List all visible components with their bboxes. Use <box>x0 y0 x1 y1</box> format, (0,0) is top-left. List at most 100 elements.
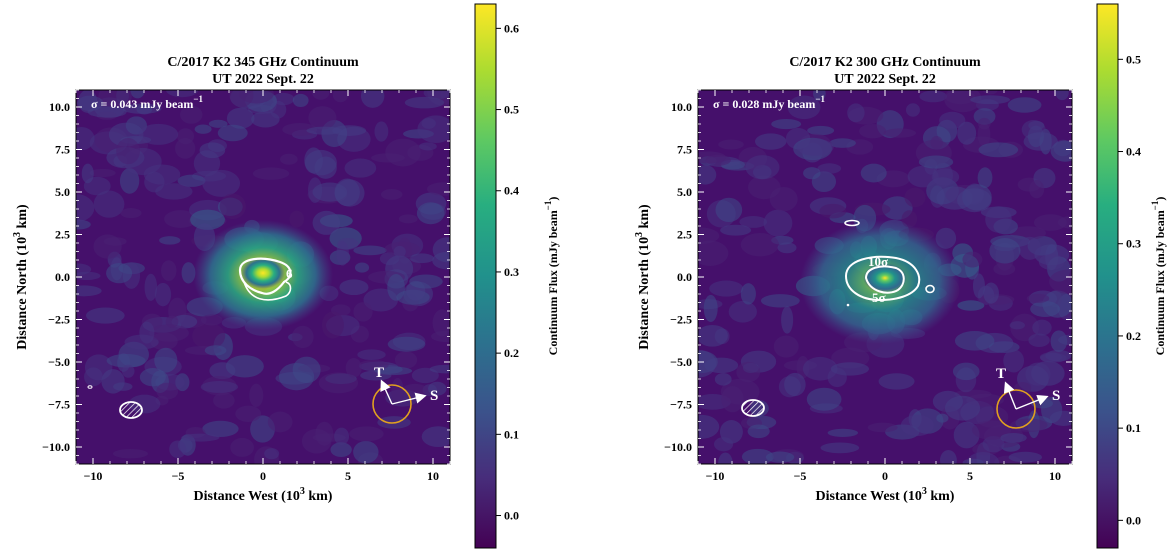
noise-blob <box>229 90 254 108</box>
noise-blob <box>1050 140 1072 162</box>
pixel-scale-circle <box>372 384 412 424</box>
noise-blob <box>292 356 321 384</box>
noise-blob <box>202 169 241 197</box>
noise-blob <box>76 95 104 111</box>
noise-blob <box>878 373 915 390</box>
noise-blob <box>703 294 718 323</box>
y-tick-label: 7.5 <box>55 143 70 157</box>
noise-blob <box>393 245 406 258</box>
contour-line <box>87 385 93 389</box>
x-tick-label: 5 <box>967 469 973 483</box>
noise-blob <box>200 380 239 393</box>
noise-blob <box>993 262 1016 276</box>
noise-blob <box>371 153 405 163</box>
noise-blob <box>202 420 239 437</box>
noise-blob <box>817 163 842 174</box>
noise-blob <box>428 381 447 396</box>
noise-blob <box>847 103 865 123</box>
noise-blob <box>1030 301 1061 317</box>
y-tick-label: 2.5 <box>677 228 692 242</box>
noise-blob <box>930 136 943 150</box>
noise-blob <box>360 90 385 108</box>
y-tick-label: 5.0 <box>55 185 70 199</box>
noise-blob <box>423 90 450 100</box>
noise-blob <box>1007 97 1042 113</box>
tail-arrow <box>1003 381 1017 410</box>
noise-blob <box>353 440 379 464</box>
noise-blob <box>859 123 887 139</box>
noise-blob <box>130 90 145 99</box>
noise-blob <box>773 335 799 358</box>
noise-blob <box>190 209 225 230</box>
noise-blob <box>169 440 187 459</box>
noise-blob <box>698 349 717 378</box>
noise-blob <box>1026 293 1050 303</box>
y-axis-label: Distance North (103 km) <box>634 204 652 350</box>
y-tick-label: −10.0 <box>664 440 692 454</box>
noise-blob <box>698 324 728 347</box>
contour-line <box>243 281 292 301</box>
noise-blob <box>334 427 350 446</box>
noise-blob <box>98 90 132 108</box>
x-axis-label: Distance West (103 km) <box>816 486 955 504</box>
noise-blob <box>282 123 318 136</box>
noise-blob <box>982 435 1005 453</box>
noise-blob <box>280 153 298 165</box>
noise-blob <box>918 155 954 169</box>
noise-blob <box>230 437 255 457</box>
pixel-scale-circle <box>996 389 1036 429</box>
noise-blob <box>820 442 860 454</box>
noise-blob <box>181 433 220 442</box>
noise-blob <box>409 253 434 264</box>
noise-blob <box>769 186 798 212</box>
noise-blob <box>740 283 756 305</box>
noise-blob <box>200 314 223 326</box>
x-tick-label: −10 <box>706 469 725 483</box>
noise-blob <box>89 168 116 178</box>
y-tick-label: −2.5 <box>48 313 70 327</box>
chart-title-line1: C/2017 K2 300 GHz Continuum <box>789 55 981 70</box>
noise-blob <box>312 90 330 100</box>
noise-blob <box>1038 254 1065 271</box>
colorbar-label: Continuum Flux (mJy beam−1) <box>543 197 560 356</box>
noise-blob <box>160 260 177 281</box>
x-tick-label: 0 <box>882 469 888 483</box>
colorbar-tick-label: 0.5 <box>504 103 519 117</box>
noise-blob <box>264 448 280 460</box>
noise-blob <box>387 273 405 301</box>
noise-blob <box>432 309 450 337</box>
noise-blob <box>796 138 834 156</box>
noise-blob <box>745 155 780 180</box>
noise-blob <box>402 383 428 396</box>
noise-blob <box>698 227 720 245</box>
noise-blob <box>787 95 821 120</box>
noise-blob <box>332 125 367 136</box>
noise-blob <box>741 448 774 464</box>
noise-blob <box>803 167 821 180</box>
noise-blob <box>1058 334 1072 346</box>
noise-blob <box>972 273 985 299</box>
tail-label: T <box>374 365 384 381</box>
noise-blob <box>740 232 780 257</box>
noise-blob <box>978 142 1019 158</box>
chart-title-line2: UT 2022 Sept. 22 <box>212 72 314 87</box>
heatmap-image: 6 T S σ = 0.043 mJy beam−1 <box>76 90 450 464</box>
noise-blob <box>777 242 797 254</box>
noise-blob <box>289 210 305 228</box>
contour-line <box>238 257 292 295</box>
noise-blob <box>252 167 290 180</box>
noise-blob <box>301 428 332 454</box>
noise-blob <box>939 111 966 129</box>
noise-blob <box>139 321 155 344</box>
contour-line <box>846 303 850 307</box>
noise-blob <box>739 215 768 228</box>
noise-blob <box>139 368 166 387</box>
sun-arrow <box>1015 394 1049 410</box>
sun-arrow <box>391 392 427 405</box>
noise-blob <box>419 142 437 151</box>
noise-blob <box>416 202 445 225</box>
contour-label: 5σ <box>872 290 886 305</box>
noise-blob <box>962 458 984 464</box>
heatmap-image: 10σ 5σ T S σ = 0.028 mJy beam−1 <box>698 90 1072 464</box>
